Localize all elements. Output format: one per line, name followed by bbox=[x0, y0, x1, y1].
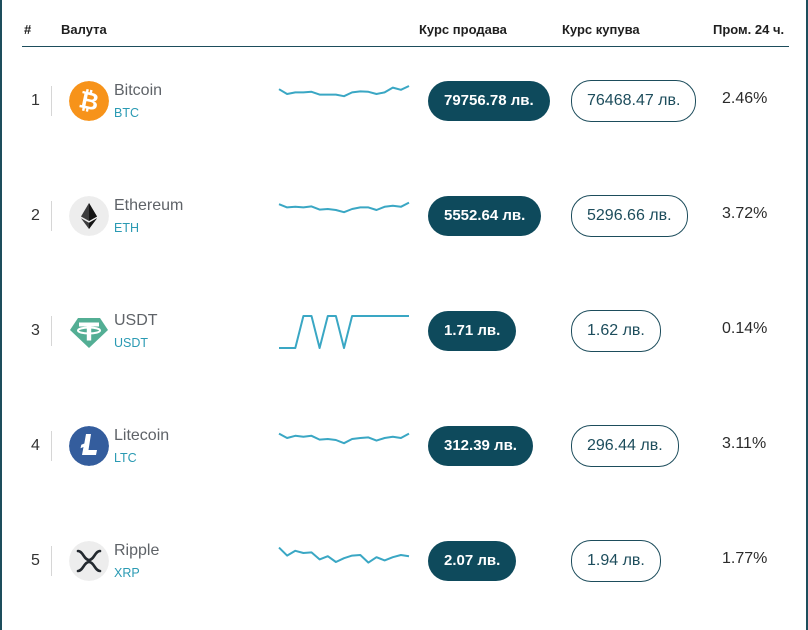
header-sell[interactable]: Курс продава bbox=[419, 22, 507, 37]
sparkline-chart bbox=[278, 432, 410, 445]
sparkline-chart bbox=[278, 201, 410, 214]
table-row[interactable]: 1 ₿ Bitcoin BTC 79756.78 лв. 76468.47 лв… bbox=[2, 72, 808, 132]
buy-rate-button[interactable]: 1.62 лв. bbox=[571, 310, 661, 352]
coin-name[interactable]: Bitcoin bbox=[114, 82, 163, 99]
buy-rate-button[interactable]: 76468.47 лв. bbox=[571, 80, 697, 122]
buy-rate-button[interactable]: 1.94 лв. bbox=[571, 540, 661, 582]
header-buy[interactable]: Курс купува bbox=[562, 22, 640, 37]
xrp-icon bbox=[69, 541, 109, 581]
sparkline-chart bbox=[278, 546, 410, 564]
ethereum-icon bbox=[69, 196, 109, 236]
coin-code: LTC bbox=[114, 451, 137, 465]
row-rank: 1 bbox=[20, 86, 52, 116]
coin-code: ETH bbox=[114, 221, 139, 235]
table-header: # Валута Курс продава Курс купува Пром. … bbox=[22, 0, 789, 47]
table-row[interactable]: 3 USDT USDT 1.71 лв. 1.62 лв. 0.14% bbox=[2, 302, 808, 362]
sell-rate-button[interactable]: 5552.64 лв. bbox=[428, 196, 542, 236]
coin-code: BTC bbox=[114, 106, 139, 120]
sell-rate-button[interactable]: 312.39 лв. bbox=[428, 426, 533, 466]
buy-rate-button[interactable]: 296.44 лв. bbox=[571, 425, 679, 467]
table-row[interactable]: 5 Ripple XRP 2.07 лв. 1.94 лв. 1.77% bbox=[2, 532, 808, 592]
change-24h: 2.46% bbox=[722, 90, 768, 107]
row-rank: 3 bbox=[20, 316, 52, 346]
sell-rate-button[interactable]: 79756.78 лв. bbox=[428, 81, 550, 121]
sell-rate-button[interactable]: 2.07 лв. bbox=[428, 541, 517, 581]
coin-name[interactable]: USDT bbox=[114, 312, 158, 329]
row-rank: 2 bbox=[20, 201, 52, 231]
litecoin-icon bbox=[69, 426, 109, 466]
sparkline-line bbox=[278, 432, 410, 445]
coin-code: USDT bbox=[114, 336, 149, 350]
tether-icon bbox=[70, 318, 108, 348]
sparkline-line bbox=[278, 85, 410, 98]
change-24h: 1.77% bbox=[722, 550, 768, 567]
coin-name[interactable]: Litecoin bbox=[114, 427, 170, 444]
change-24h: 0.14% bbox=[722, 320, 768, 337]
row-rank: 4 bbox=[20, 431, 52, 461]
coin-name[interactable]: Ripple bbox=[114, 542, 160, 559]
buy-rate-button[interactable]: 5296.66 лв. bbox=[571, 195, 688, 237]
change-24h: 3.11% bbox=[722, 435, 767, 452]
header-rank: # bbox=[24, 22, 32, 37]
header-currency[interactable]: Валута bbox=[61, 22, 107, 37]
sparkline-chart bbox=[279, 315, 409, 349]
sparkline-line bbox=[278, 201, 410, 214]
sell-rate-button[interactable]: 1.71 лв. bbox=[428, 311, 517, 351]
coin-code: XRP bbox=[114, 566, 140, 580]
table-row[interactable]: 2 Ethereum ETH 5552.64 лв. 5296.66 лв. 3… bbox=[2, 187, 808, 247]
bitcoin-icon: ₿ bbox=[69, 81, 109, 121]
change-24h: 3.72% bbox=[722, 205, 768, 222]
sparkline-line bbox=[278, 546, 410, 564]
header-change[interactable]: Пром. 24 ч. bbox=[713, 22, 785, 37]
table-row[interactable]: 4 Litecoin LTC 312.39 лв. 296.44 лв. 3.1… bbox=[2, 417, 808, 477]
sparkline-line bbox=[279, 315, 409, 349]
sparkline-chart bbox=[278, 85, 410, 98]
coin-name[interactable]: Ethereum bbox=[114, 197, 184, 214]
row-rank: 5 bbox=[20, 546, 52, 576]
